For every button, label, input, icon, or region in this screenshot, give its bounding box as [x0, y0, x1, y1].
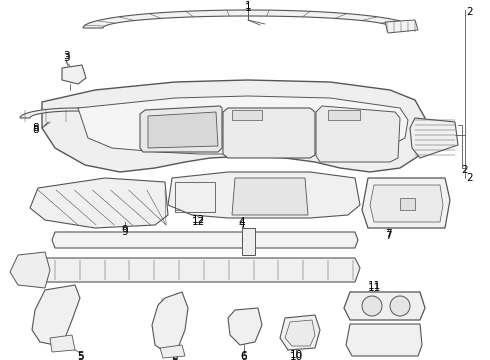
Text: 1: 1 — [245, 3, 251, 13]
Text: 6: 6 — [241, 352, 247, 360]
Text: 7: 7 — [385, 229, 392, 239]
Text: 4: 4 — [239, 219, 245, 229]
Polygon shape — [316, 106, 400, 162]
Text: 12: 12 — [192, 215, 205, 225]
Text: 7: 7 — [385, 231, 392, 241]
Polygon shape — [232, 178, 308, 215]
Text: 2: 2 — [466, 7, 473, 17]
Text: 8: 8 — [33, 123, 39, 133]
Polygon shape — [32, 285, 80, 345]
Text: 5: 5 — [171, 352, 177, 360]
Text: 1: 1 — [245, 1, 251, 11]
Text: 3: 3 — [63, 53, 69, 63]
Polygon shape — [280, 315, 320, 350]
Polygon shape — [148, 112, 218, 148]
Polygon shape — [78, 96, 408, 154]
Polygon shape — [62, 65, 86, 84]
Polygon shape — [400, 198, 415, 210]
Polygon shape — [30, 178, 168, 228]
Polygon shape — [370, 185, 443, 222]
Polygon shape — [42, 80, 425, 172]
Polygon shape — [152, 292, 188, 352]
Text: 3: 3 — [63, 51, 69, 61]
Polygon shape — [223, 108, 315, 158]
Polygon shape — [228, 308, 262, 345]
Polygon shape — [52, 232, 358, 248]
Polygon shape — [346, 324, 422, 356]
Text: 9: 9 — [122, 225, 128, 235]
Text: 6: 6 — [241, 351, 247, 360]
Polygon shape — [328, 110, 360, 120]
Circle shape — [362, 296, 382, 316]
Text: 10: 10 — [290, 352, 302, 360]
Polygon shape — [168, 172, 360, 218]
Polygon shape — [50, 335, 75, 352]
Polygon shape — [362, 178, 450, 228]
Text: 11: 11 — [368, 283, 381, 293]
Polygon shape — [22, 258, 360, 282]
Polygon shape — [10, 252, 50, 288]
Polygon shape — [285, 320, 315, 346]
Text: 5: 5 — [77, 351, 83, 360]
Text: 11: 11 — [368, 281, 381, 291]
Polygon shape — [385, 20, 418, 33]
Text: 2: 2 — [462, 165, 468, 175]
Polygon shape — [410, 118, 458, 158]
Polygon shape — [140, 106, 222, 152]
Text: 4: 4 — [239, 217, 245, 227]
Text: 8: 8 — [33, 125, 39, 135]
Polygon shape — [242, 228, 255, 255]
Text: 2: 2 — [466, 173, 473, 183]
Text: 9: 9 — [122, 227, 128, 237]
Polygon shape — [344, 292, 425, 320]
Text: 10: 10 — [290, 350, 302, 360]
Text: 12: 12 — [192, 217, 205, 227]
Text: 5: 5 — [171, 355, 177, 360]
Polygon shape — [160, 345, 185, 358]
Polygon shape — [83, 10, 413, 28]
Circle shape — [390, 296, 410, 316]
Text: 5: 5 — [77, 352, 83, 360]
Polygon shape — [232, 110, 262, 120]
Polygon shape — [20, 108, 130, 118]
